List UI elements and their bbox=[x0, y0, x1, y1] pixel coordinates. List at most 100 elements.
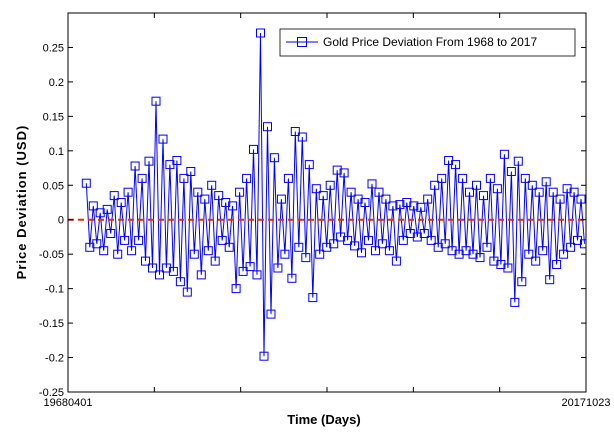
data-point bbox=[95, 208, 105, 218]
data-point bbox=[290, 127, 300, 136]
data-point bbox=[137, 173, 147, 183]
data-point bbox=[573, 235, 582, 245]
data-point bbox=[409, 201, 419, 211]
data-point bbox=[263, 122, 272, 132]
data-point bbox=[175, 277, 185, 287]
data-point bbox=[242, 173, 252, 183]
data-point bbox=[395, 200, 405, 210]
data-point bbox=[517, 277, 527, 287]
data-point bbox=[325, 180, 335, 190]
y-tick-label: 0.2 bbox=[49, 77, 64, 89]
data-point bbox=[468, 249, 478, 259]
data-point bbox=[217, 235, 227, 245]
data-point bbox=[503, 263, 513, 273]
data-point bbox=[485, 173, 495, 183]
data-point bbox=[193, 187, 203, 197]
data-point bbox=[364, 235, 373, 245]
data-point bbox=[534, 187, 544, 197]
data-point bbox=[161, 263, 171, 273]
y-tick-label: 0.1 bbox=[49, 146, 64, 158]
data-point bbox=[252, 270, 262, 280]
data-point bbox=[280, 249, 290, 259]
data-point bbox=[472, 180, 481, 190]
data-point bbox=[520, 173, 530, 183]
data-point bbox=[506, 167, 516, 176]
data-point bbox=[332, 165, 342, 175]
data-point bbox=[99, 246, 109, 256]
data-point bbox=[475, 253, 485, 263]
data-point bbox=[489, 256, 499, 266]
y-tick-label: -0.25 bbox=[39, 387, 64, 399]
data-point bbox=[113, 249, 123, 259]
data-point bbox=[123, 187, 133, 197]
data-point bbox=[203, 246, 213, 256]
data-point bbox=[210, 256, 220, 266]
data-point bbox=[350, 241, 360, 251]
data-point bbox=[120, 235, 130, 245]
data-point bbox=[196, 270, 206, 280]
data-point bbox=[134, 235, 144, 245]
data-point bbox=[479, 191, 488, 201]
data-point bbox=[144, 156, 154, 166]
data-point bbox=[416, 202, 426, 212]
series-layer bbox=[81, 28, 586, 361]
data-point bbox=[102, 204, 112, 214]
data-point bbox=[541, 177, 551, 187]
y-axis: -0.25 -0.2 -0.15 -0.1 -0.05 0 0.05 0.1 0.15 0.2 0.… bbox=[39, 42, 586, 399]
data-point bbox=[249, 144, 258, 154]
legend-marker bbox=[297, 37, 307, 47]
data-point bbox=[200, 194, 210, 204]
data-point bbox=[451, 160, 461, 170]
plot-area bbox=[68, 13, 586, 392]
data-point bbox=[371, 246, 380, 256]
data-point bbox=[510, 297, 520, 307]
data-point bbox=[524, 249, 534, 259]
data-point bbox=[179, 173, 189, 183]
data-point bbox=[465, 187, 474, 197]
data-point bbox=[580, 239, 586, 249]
data-point bbox=[569, 187, 579, 197]
data-point bbox=[304, 160, 314, 170]
data-point bbox=[182, 287, 192, 297]
data-point bbox=[426, 235, 436, 245]
y-tick-label: 0.25 bbox=[43, 42, 64, 54]
data-point bbox=[151, 96, 161, 106]
data-point bbox=[207, 180, 217, 190]
data-point bbox=[555, 194, 565, 204]
data-point bbox=[155, 270, 164, 280]
data-point bbox=[269, 153, 279, 163]
data-point bbox=[499, 149, 509, 159]
data-point bbox=[116, 198, 126, 207]
data-point bbox=[336, 232, 346, 242]
data-point bbox=[513, 156, 523, 166]
y-tick-label: -0.2 bbox=[45, 353, 64, 365]
data-point bbox=[360, 198, 370, 207]
data-point bbox=[127, 246, 137, 256]
y-tick-label: -0.05 bbox=[39, 249, 64, 261]
data-point bbox=[423, 194, 433, 204]
legend-label: Gold Price Deviation From 1968 to 2017 bbox=[323, 35, 537, 49]
data-point bbox=[440, 239, 450, 249]
y-axis-title: Price Deviation (USD) bbox=[14, 125, 29, 280]
legend: Gold Price Deviation From 1968 to 2017 bbox=[279, 28, 576, 57]
data-point bbox=[353, 194, 363, 204]
series-line bbox=[85, 32, 585, 357]
data-point bbox=[168, 266, 178, 276]
y-tick-label: 0 bbox=[58, 215, 64, 227]
data-point bbox=[231, 284, 241, 294]
data-point bbox=[283, 173, 293, 183]
data-point bbox=[374, 187, 384, 197]
data-point bbox=[367, 179, 377, 189]
data-point bbox=[391, 256, 401, 266]
data-point bbox=[527, 180, 537, 190]
data-point bbox=[545, 275, 555, 285]
x-axis: 19680401 20171023 bbox=[44, 13, 610, 409]
data-point bbox=[172, 156, 182, 165]
data-point bbox=[214, 191, 224, 201]
data-point bbox=[430, 180, 440, 190]
data-point bbox=[388, 201, 398, 211]
y-tick-label: -0.1 bbox=[45, 284, 64, 296]
data-point bbox=[315, 249, 325, 259]
data-point bbox=[221, 198, 231, 207]
